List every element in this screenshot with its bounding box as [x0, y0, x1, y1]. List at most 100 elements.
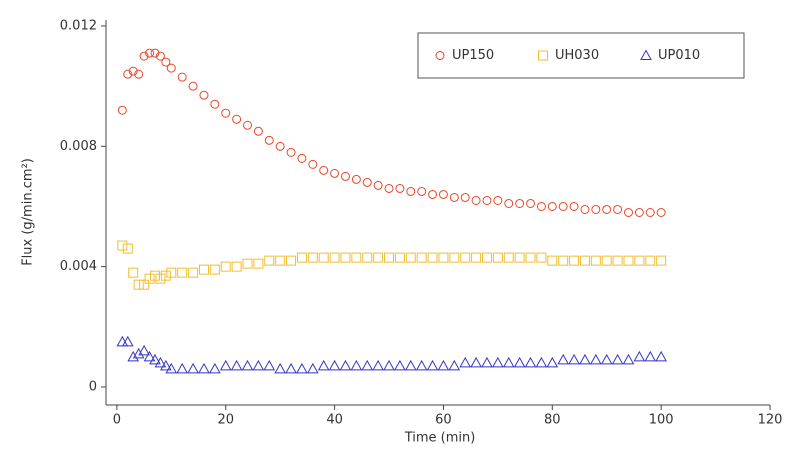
x-tick-label: 20: [217, 413, 234, 428]
point: [253, 361, 263, 370]
point: [232, 361, 242, 370]
point: [482, 253, 491, 262]
point: [527, 199, 535, 207]
point: [635, 256, 644, 265]
point: [461, 253, 470, 262]
point: [177, 364, 187, 373]
point: [428, 253, 437, 262]
point: [603, 205, 611, 213]
point: [297, 253, 306, 262]
point: [537, 202, 545, 210]
point: [340, 361, 350, 370]
point: [210, 364, 220, 373]
point: [505, 199, 513, 207]
point: [471, 358, 481, 367]
point: [118, 241, 127, 250]
point: [118, 106, 126, 114]
point: [385, 253, 394, 262]
point: [536, 358, 546, 367]
point: [623, 355, 633, 364]
point: [548, 202, 556, 210]
point: [624, 209, 632, 217]
point: [200, 91, 208, 99]
point: [373, 361, 383, 370]
point: [592, 205, 600, 213]
x-tick-label: 80: [544, 413, 561, 428]
point: [352, 175, 360, 183]
point: [494, 196, 502, 204]
x-axis-title: Time (min): [404, 431, 476, 446]
point: [188, 364, 198, 373]
point: [363, 253, 372, 262]
point: [548, 256, 557, 265]
point: [254, 259, 263, 268]
point: [276, 142, 284, 150]
point: [526, 253, 535, 262]
point: [634, 352, 644, 361]
point: [265, 256, 274, 265]
point: [139, 346, 149, 355]
point: [559, 256, 568, 265]
point: [569, 355, 579, 364]
point: [178, 73, 186, 81]
x-tick-label: 0: [113, 413, 121, 428]
point: [123, 244, 132, 253]
point: [591, 256, 600, 265]
point: [515, 253, 524, 262]
y-axis-title: Flux (g/min.cm²): [21, 158, 36, 266]
point: [635, 209, 643, 217]
point: [406, 361, 416, 370]
point: [320, 166, 328, 174]
point: [331, 169, 339, 177]
point: [417, 361, 427, 370]
point: [449, 361, 459, 370]
point: [602, 355, 612, 364]
point: [407, 187, 415, 195]
point: [384, 361, 394, 370]
point: [418, 187, 426, 195]
point: [516, 199, 524, 207]
point: [483, 196, 491, 204]
point: [199, 364, 209, 373]
point: [646, 256, 655, 265]
point: [438, 361, 448, 370]
chart: Time (min) Flux (g/min.cm²) 020406080100…: [0, 0, 790, 452]
point: [537, 253, 546, 262]
point: [602, 256, 611, 265]
point: [657, 256, 666, 265]
point: [547, 358, 557, 367]
x-tick-label: 60: [435, 413, 452, 428]
point: [134, 280, 143, 289]
point: [526, 358, 536, 367]
x-tick-label: 40: [326, 413, 343, 428]
point: [614, 205, 622, 213]
point: [145, 352, 155, 361]
point: [244, 121, 252, 129]
x-tick-label: 120: [758, 413, 783, 428]
point: [222, 109, 230, 117]
point: [515, 358, 525, 367]
point: [472, 253, 481, 262]
point: [150, 271, 159, 280]
y-tick-label: 0.004: [60, 259, 97, 274]
point: [657, 209, 665, 217]
point: [297, 364, 307, 373]
point: [558, 355, 568, 364]
point: [417, 253, 426, 262]
point: [161, 271, 170, 280]
point: [591, 355, 601, 364]
point: [287, 256, 296, 265]
point: [504, 358, 514, 367]
point: [624, 256, 633, 265]
point: [319, 361, 329, 370]
point: [145, 274, 154, 283]
point: [276, 256, 285, 265]
point: [570, 256, 579, 265]
point: [461, 193, 469, 201]
point: [265, 136, 273, 144]
point: [645, 352, 655, 361]
point: [351, 361, 361, 370]
point: [199, 265, 208, 274]
point: [298, 154, 306, 162]
point: [309, 160, 317, 168]
